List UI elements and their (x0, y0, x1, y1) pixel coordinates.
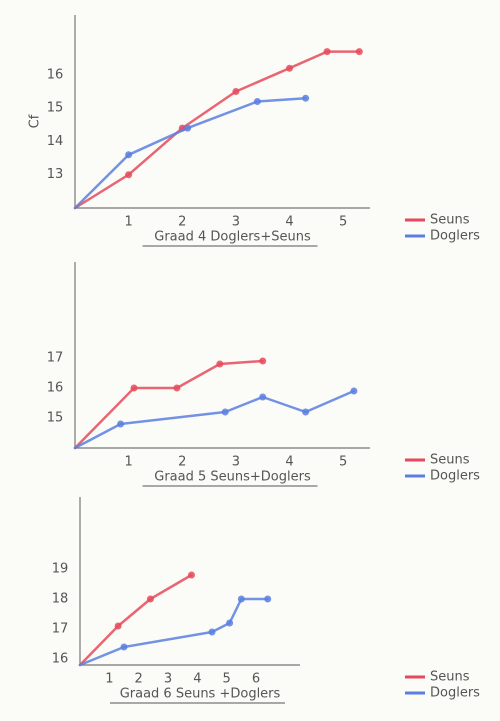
data-point (350, 388, 357, 395)
data-point (125, 171, 132, 178)
series-line (75, 361, 263, 448)
y-tick-label: 17 (47, 351, 64, 366)
x-tick-label: 3 (164, 672, 172, 687)
data-point (117, 421, 124, 428)
y-tick-label: 16 (52, 652, 69, 667)
series-line (80, 575, 192, 665)
data-point (184, 125, 191, 132)
data-point (286, 65, 293, 72)
y-tick-label: 14 (47, 134, 64, 149)
legend-label: Seuns (430, 670, 470, 685)
x-tick-label: 4 (285, 455, 293, 470)
data-point (264, 596, 271, 603)
data-point (356, 48, 363, 55)
x-tick-label: 2 (178, 215, 186, 230)
x-tick-label: 4 (285, 215, 293, 230)
data-point (188, 572, 195, 579)
legend-label: Doglers (430, 229, 480, 244)
x-tick-label: 5 (223, 672, 231, 687)
x-tick-label: 1 (105, 672, 113, 687)
x-tick-label: 6 (252, 672, 260, 687)
series-line (75, 98, 306, 208)
chart-title: Graad 6 Seuns +Doglers (120, 687, 281, 702)
data-point (302, 95, 309, 102)
data-point (209, 629, 216, 636)
x-tick-label: 5 (339, 455, 347, 470)
data-point (254, 98, 261, 105)
legend-label: Doglers (430, 686, 480, 701)
data-point (131, 385, 138, 392)
y-tick-label: 16 (47, 381, 64, 396)
y-tick-label: 19 (52, 562, 69, 577)
x-tick-label: 2 (178, 455, 186, 470)
data-point (226, 620, 233, 627)
y-tick-label: 18 (52, 592, 69, 607)
y-tick-label: 13 (47, 167, 64, 182)
x-tick-label: 5 (339, 215, 347, 230)
series-line (75, 391, 354, 448)
y-tick-label: 17 (52, 622, 69, 637)
y-axis-label: Cf (28, 114, 43, 128)
legend-label: Seuns (430, 213, 470, 228)
chart-title: Graad 4 Doglers+Seuns (154, 230, 311, 245)
page: 1314151612345CfGraad 4 Doglers+SeunsSeun… (0, 0, 500, 721)
x-tick-label: 2 (135, 672, 143, 687)
data-point (302, 409, 309, 416)
data-point (259, 394, 266, 401)
x-tick-label: 1 (124, 455, 132, 470)
data-point (121, 644, 128, 651)
data-point (125, 151, 132, 158)
data-point (259, 358, 266, 365)
data-point (173, 385, 180, 392)
legend-label: Doglers (430, 469, 480, 484)
data-point (216, 361, 223, 368)
chart-title: Graad 5 Seuns+Doglers (154, 470, 311, 485)
series-line (80, 599, 268, 665)
y-tick-label: 15 (47, 411, 64, 426)
legend-label: Seuns (430, 453, 470, 468)
y-tick-label: 16 (47, 67, 64, 82)
data-point (147, 596, 154, 603)
data-point (238, 596, 245, 603)
data-point (324, 48, 331, 55)
x-tick-label: 4 (193, 672, 201, 687)
y-tick-label: 15 (47, 101, 64, 116)
x-tick-label: 3 (232, 455, 240, 470)
data-point (232, 88, 239, 95)
data-point (115, 623, 122, 630)
series-line (75, 52, 359, 208)
data-point (222, 409, 229, 416)
x-tick-label: 1 (124, 215, 132, 230)
x-tick-label: 3 (232, 215, 240, 230)
